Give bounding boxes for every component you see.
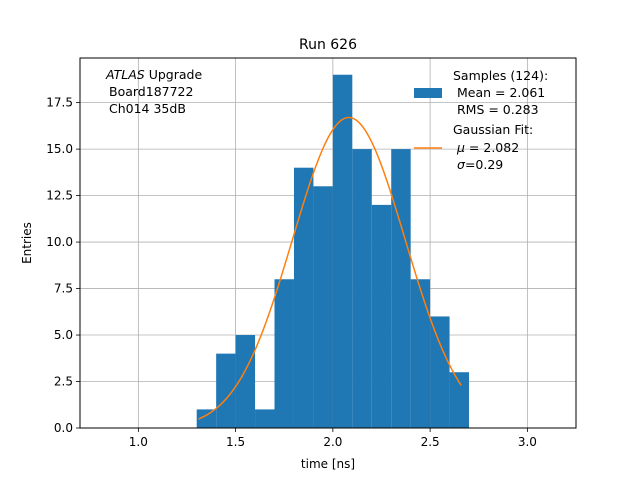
histogram-bar [235, 335, 256, 428]
x-tick-label: 2.0 [323, 435, 342, 449]
annotation-line-1: ATLAS Upgrade [105, 67, 202, 82]
histogram-bar [255, 409, 275, 428]
histogram-bar [274, 279, 294, 428]
histogram-bars [196, 74, 470, 428]
legend-mu-value: = 2.082 [465, 140, 519, 155]
y-axis-label: Entries [20, 222, 34, 264]
legend-fit-sigma: σ=0.29 [457, 157, 503, 172]
y-tick-label: 5.0 [54, 328, 73, 342]
histogram-bar [410, 279, 431, 428]
histogram-bar [371, 204, 392, 428]
plot-frame [79, 57, 577, 429]
y-axis-ticks: 0.0 2.5 5.0 7.5 10.0 12.5 15.0 17.5 [46, 96, 80, 435]
y-tick-label: 17.5 [46, 96, 73, 110]
legend-fit-title: Gaussian Fit: [453, 122, 533, 137]
y-tick-label: 2.5 [54, 375, 73, 389]
legend-fit-mu: μ = 2.082 [456, 140, 519, 155]
atlas-annotation: ATLAS Upgrade Board187722 Ch014 35dB [105, 67, 202, 116]
annotation-board: Board187722 [109, 84, 193, 99]
legend-sigma-value: =0.29 [465, 157, 503, 172]
atlas-label: ATLAS [105, 67, 145, 82]
y-tick-label: 15.0 [46, 142, 73, 156]
annotation-channel: Ch014 35dB [109, 101, 186, 116]
histogram-bar [293, 167, 314, 428]
histogram-bar [216, 353, 236, 428]
upgrade-label: Upgrade [145, 67, 203, 82]
legend: Samples (124): Mean = 2.061 RMS = 0.283 … [414, 68, 548, 172]
x-tick-label: 2.5 [421, 435, 440, 449]
histogram-bar [391, 149, 411, 428]
x-axis-ticks: 1.0 1.5 2.0 2.5 3.0 [129, 428, 537, 449]
y-tick-label: 12.5 [46, 189, 73, 203]
gaussian-fit-curve [198, 116, 462, 420]
legend-samples-rms: RMS = 0.283 [453, 102, 539, 117]
legend-samples-title: Samples (124): [453, 68, 548, 83]
y-tick-label: 10.0 [46, 235, 73, 249]
x-tick-label: 1.0 [129, 435, 148, 449]
chart-title: Run 626 [299, 37, 357, 53]
histogram-bar [332, 74, 353, 428]
histogram-bar [352, 149, 372, 428]
x-axis-label: time [ns] [301, 457, 355, 471]
histogram-bar [313, 186, 333, 428]
legend-swatch-samples [414, 88, 442, 98]
y-tick-label: 7.5 [54, 282, 73, 296]
x-tick-label: 3.0 [518, 435, 537, 449]
y-tick-label: 0.0 [54, 421, 73, 435]
histogram-bar [430, 316, 450, 428]
histogram-bar [449, 372, 470, 428]
legend-sigma-symbol: σ [457, 157, 466, 172]
legend-samples-mean: Mean = 2.061 [453, 85, 545, 100]
x-tick-label: 1.5 [226, 435, 245, 449]
histogram-bar [196, 409, 217, 428]
legend-mu-symbol: μ [456, 140, 465, 155]
